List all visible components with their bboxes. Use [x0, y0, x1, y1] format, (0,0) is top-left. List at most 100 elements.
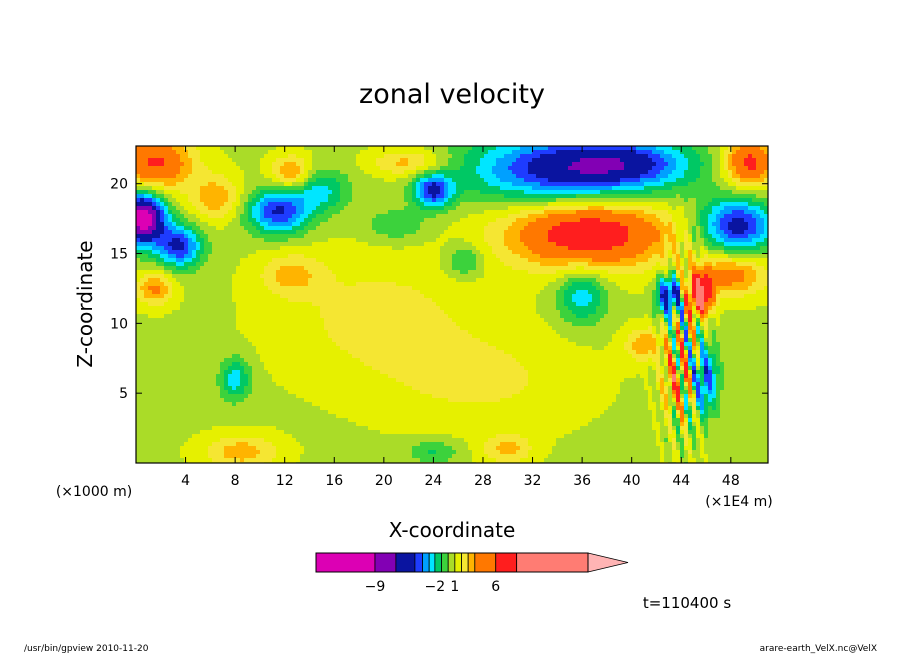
- field-cell: [256, 446, 277, 451]
- field-cell: [560, 310, 573, 315]
- field-cell: [224, 382, 229, 387]
- field-cell: [612, 186, 645, 191]
- field-cell: [696, 430, 701, 435]
- field-cell: [484, 450, 501, 455]
- field-cell: [696, 306, 701, 311]
- field-cell: [636, 146, 657, 151]
- field-cell: [144, 182, 165, 187]
- field-cell: [712, 282, 733, 287]
- field-cell: [700, 278, 713, 283]
- field-cell: [228, 374, 241, 379]
- field-cell: [208, 214, 225, 219]
- field-cell: [340, 186, 353, 191]
- field-cell: [404, 190, 413, 195]
- field-cell: [248, 230, 261, 235]
- field-cell: [312, 150, 361, 155]
- field-cell: [656, 370, 661, 375]
- field-cell: [280, 294, 425, 299]
- field-cell: [172, 230, 185, 235]
- field-cell: [660, 426, 669, 431]
- field-cell: [664, 278, 673, 283]
- field-cell: [708, 454, 768, 459]
- field-cell: [204, 230, 249, 235]
- field-cell: [696, 446, 701, 451]
- field-cell: [456, 190, 465, 195]
- field-cell: [384, 154, 425, 159]
- field-cell: [720, 410, 768, 415]
- field-cell: [148, 158, 165, 163]
- field-cell: [628, 234, 661, 239]
- field-cell: [408, 162, 425, 167]
- field-cell: [492, 246, 509, 251]
- field-cell: [172, 238, 181, 243]
- field-cell: [748, 206, 761, 211]
- field-cell: [704, 374, 713, 379]
- field-cell: [296, 394, 433, 399]
- field-cell: [680, 302, 685, 307]
- field-cell: [456, 322, 549, 327]
- field-cell: [184, 206, 197, 211]
- field-cell: [676, 286, 681, 291]
- field-cell: [720, 226, 729, 231]
- field-cell: [692, 270, 745, 275]
- field-cell: [692, 446, 697, 451]
- field-cell: [664, 358, 669, 363]
- field-cell: [700, 374, 705, 379]
- field-cell: [136, 202, 153, 207]
- field-cell: [260, 274, 277, 279]
- field-cell: [352, 190, 405, 195]
- field-cell: [668, 250, 673, 255]
- field-cell: [568, 286, 597, 291]
- field-cell: [640, 174, 657, 179]
- field-cell: [244, 170, 261, 175]
- field-cell: [592, 258, 621, 263]
- field-cell: [656, 214, 673, 219]
- field-cell: [536, 302, 557, 307]
- field-cell: [680, 194, 757, 199]
- field-cell: [552, 226, 629, 231]
- field-cell: [720, 414, 768, 419]
- field-cell: [616, 398, 649, 403]
- colorbar-segment: [414, 552, 423, 573]
- field-cell: [424, 186, 429, 191]
- field-cell: [564, 302, 577, 307]
- field-cell: [428, 178, 445, 183]
- field-cell: [412, 446, 453, 451]
- field-cell: [664, 298, 669, 303]
- field-cell: [308, 214, 317, 219]
- field-cell: [168, 290, 173, 295]
- field-cell: [720, 302, 768, 307]
- field-cell: [608, 310, 653, 315]
- field-cell: [628, 230, 661, 235]
- x-tick-label: 16: [325, 473, 343, 489]
- field-cell: [676, 358, 681, 363]
- field-cell: [672, 170, 685, 175]
- field-cell: [696, 414, 701, 419]
- field-cell: [136, 438, 189, 443]
- field-cell: [664, 414, 673, 419]
- field-cell: [684, 410, 693, 415]
- field-cell: [480, 338, 569, 343]
- field-cell: [472, 454, 489, 459]
- field-cell: [208, 454, 225, 459]
- field-cell: [716, 362, 725, 367]
- field-cell: [668, 406, 673, 411]
- field-cell: [276, 454, 301, 459]
- field-cell: [492, 250, 513, 255]
- field-cell: [692, 346, 697, 351]
- field-cell: [652, 206, 673, 211]
- field-cell: [224, 358, 245, 363]
- field-cell: [668, 322, 673, 327]
- field-cell: [456, 182, 489, 187]
- field-cell: [192, 170, 213, 175]
- field-cell: [212, 458, 241, 463]
- field-cell: [688, 454, 693, 459]
- field-cell: [184, 294, 233, 299]
- field-cell: [688, 358, 693, 363]
- field-cell: [672, 330, 677, 335]
- field-cell: [700, 338, 705, 343]
- field-cell: [236, 210, 245, 215]
- field-cell: [680, 150, 697, 155]
- field-cell: [688, 382, 693, 387]
- field-cell: [676, 254, 681, 259]
